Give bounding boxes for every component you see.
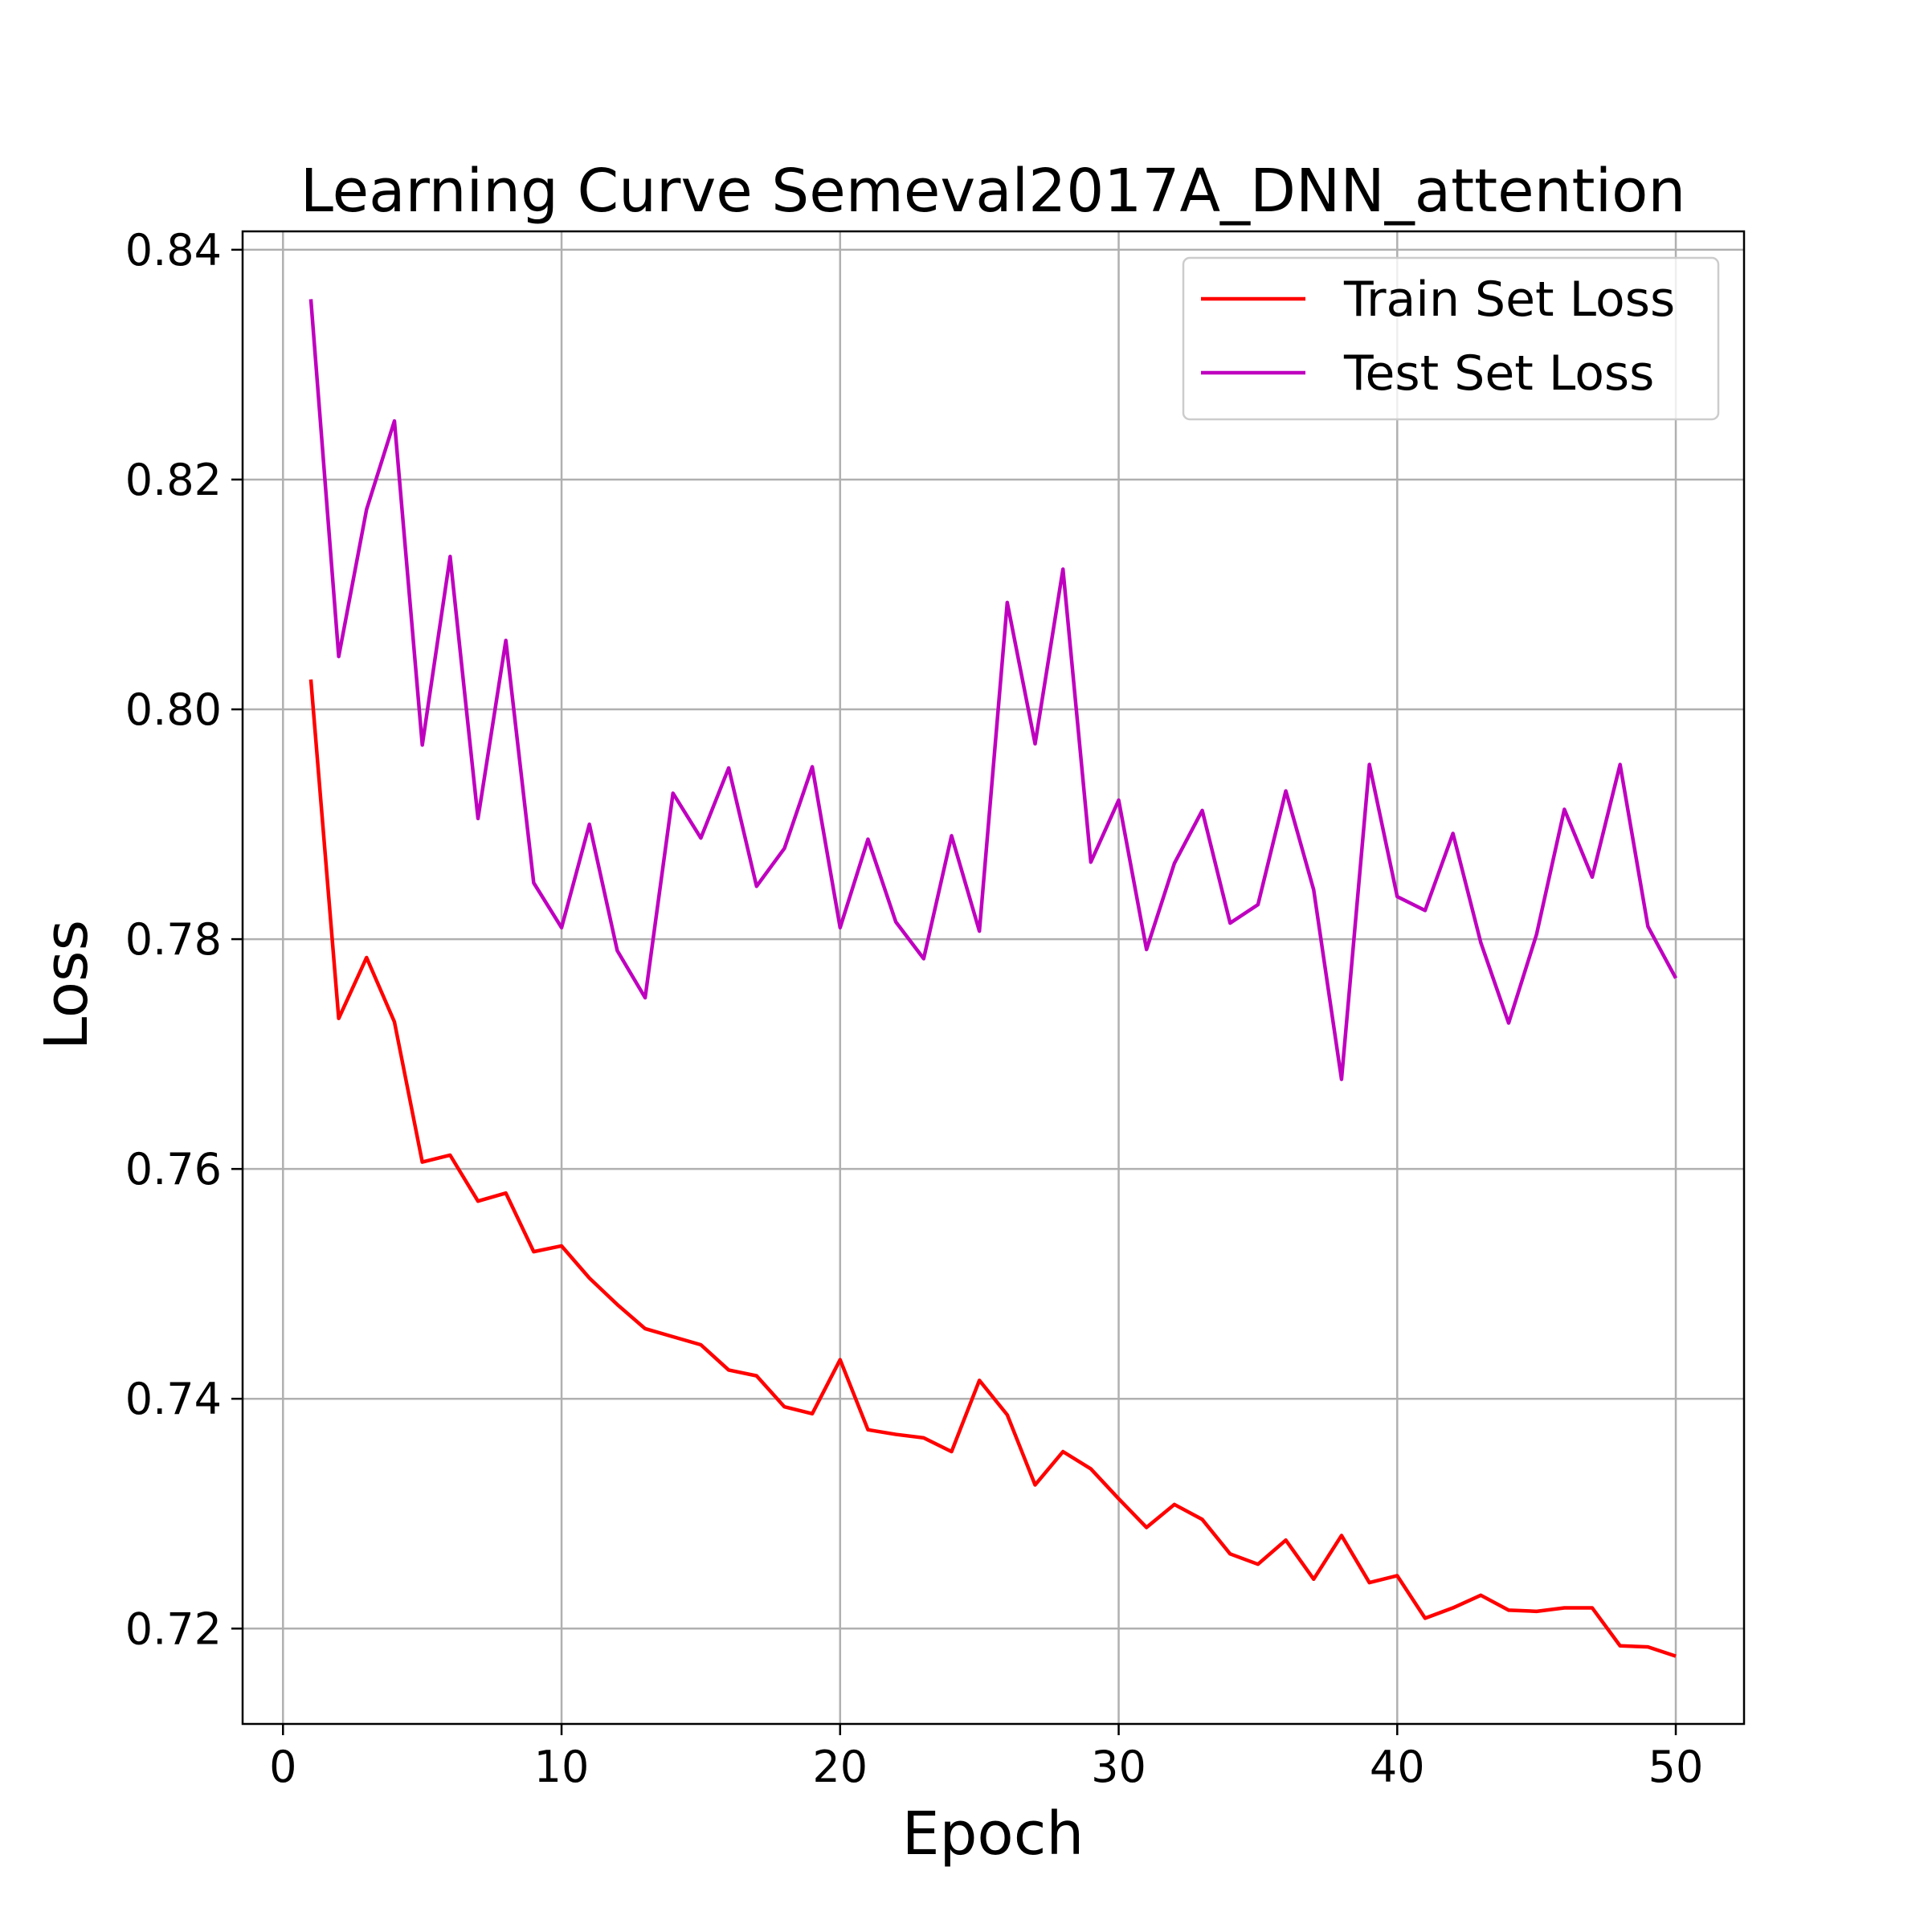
y-tick-label: 0.76 [125, 1144, 222, 1195]
legend-train-label: Train Set Loss [1343, 272, 1675, 328]
y-tick-label: 0.74 [125, 1374, 222, 1424]
y-tick-label: 0.82 [125, 455, 222, 505]
x-tick-label: 10 [534, 1742, 590, 1792]
legend-box [1182, 256, 1720, 421]
x-tick-label: 0 [269, 1742, 296, 1792]
chart-title: Learning Curve Semeval2017A_DNN_attentio… [300, 157, 1686, 226]
x-axis-title: Epoch [902, 1799, 1084, 1869]
legend: Train Set Loss Test Set Loss [1182, 256, 1720, 421]
x-tick-label: 40 [1370, 1742, 1425, 1792]
y-axis-title: Loss [32, 920, 101, 1050]
y-tick-label: 0.78 [125, 914, 222, 965]
test-loss-line [308, 299, 1678, 1081]
train-loss-line [308, 679, 1677, 1658]
x-tick-label: 30 [1091, 1742, 1146, 1792]
legend-test-label: Test Set Loss [1343, 345, 1654, 402]
x-tick-label: 20 [812, 1742, 868, 1792]
y-tick-label: 0.84 [125, 225, 222, 276]
plot-frame [241, 230, 1746, 1726]
y-tick-label: 0.72 [125, 1603, 222, 1654]
x-tick-label: 50 [1648, 1742, 1704, 1792]
y-tick-label: 0.80 [125, 684, 222, 735]
